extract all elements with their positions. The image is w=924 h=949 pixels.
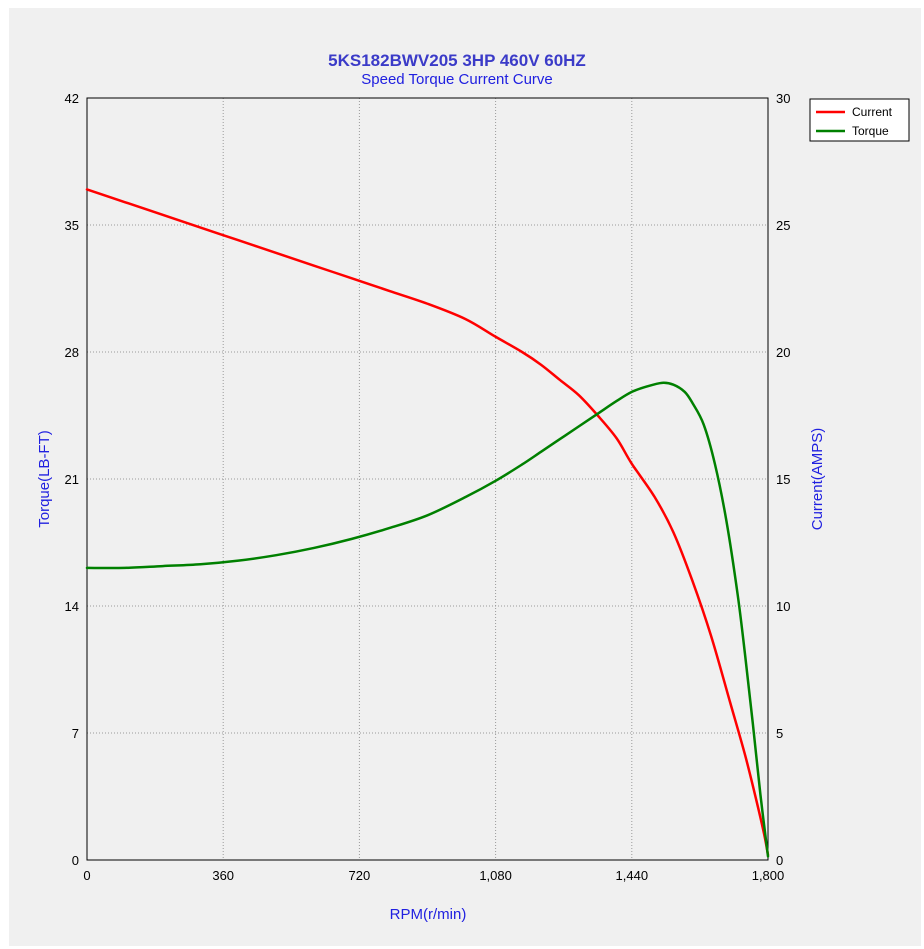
legend: Current Torque bbox=[809, 98, 910, 142]
y-left-tick-label: 35 bbox=[65, 218, 79, 233]
y-left-tick-label: 7 bbox=[72, 726, 79, 741]
y-left-tick-label: 0 bbox=[72, 853, 79, 868]
chart-title: 5KS182BWV205 3HP 460V 60HZ bbox=[328, 51, 586, 70]
axis-ticks: 0 360 720 1,080 1,440 1,800071421283542051015… bbox=[65, 91, 791, 883]
y-right-tick-label: 25 bbox=[776, 218, 790, 233]
legend-box bbox=[809, 98, 910, 142]
plot-area bbox=[86, 97, 769, 861]
y-right-tick-label: 15 bbox=[776, 472, 790, 487]
speed-torque-current-chart: 5KS182BWV205 3HP 460V 60HZ Speed Torque … bbox=[36, 51, 910, 923]
y-right-tick-label: 10 bbox=[776, 599, 790, 614]
series-line-torque bbox=[85, 381, 770, 858]
y-right-tick-label: 0 bbox=[776, 853, 783, 868]
x-tick-label: 360 bbox=[212, 868, 234, 883]
y-left-tick-label: 28 bbox=[65, 345, 79, 360]
chart-subtitle: Speed Torque Current Curve bbox=[361, 71, 553, 88]
x-tick-label: 1,800 bbox=[752, 868, 785, 883]
x-tick-label: 0 bbox=[83, 868, 90, 883]
y-left-tick-label: 14 bbox=[65, 599, 79, 614]
y-right-tick-label: 5 bbox=[776, 726, 783, 741]
y-right-tick-label: 30 bbox=[776, 91, 790, 106]
y-left-tick-label: 42 bbox=[65, 91, 79, 106]
x-tick-label: 1,440 bbox=[616, 868, 649, 883]
y-right-tick-label: 20 bbox=[776, 345, 790, 360]
y-axis-left-label: Torque(LB-FT) bbox=[36, 430, 53, 528]
y-left-tick-label: 21 bbox=[65, 472, 79, 487]
x-tick-label: 1,080 bbox=[479, 868, 512, 883]
x-axis-label: RPM(r/min) bbox=[390, 906, 467, 923]
series-line-current bbox=[85, 188, 770, 857]
y-axis-right-label: Current(AMPS) bbox=[809, 428, 826, 531]
grid-lines bbox=[87, 98, 768, 860]
chart-panel: 5KS182BWV205 3HP 460V 60HZ Speed Torque … bbox=[9, 8, 921, 946]
x-tick-label: 720 bbox=[349, 868, 371, 883]
series-lines bbox=[85, 188, 770, 858]
legend-label-torque: Torque bbox=[852, 124, 889, 138]
legend-label-current: Current bbox=[852, 105, 893, 119]
